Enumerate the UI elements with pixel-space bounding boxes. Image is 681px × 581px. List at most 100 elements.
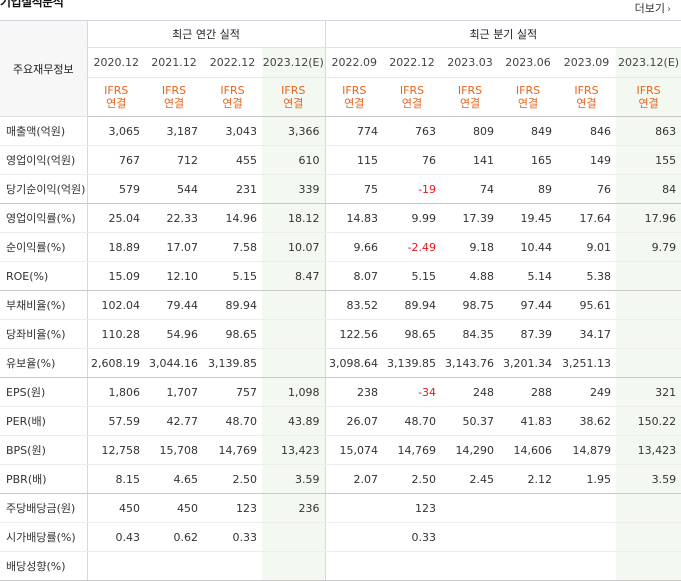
table-row: 당좌비율(%) 110.28 54.96 98.65 122.56 98.65 84.35 8… — [0, 319, 681, 349]
value-cell: 57.59 — [86, 406, 145, 436]
value-cell: 763 — [383, 116, 442, 146]
value-cell — [616, 261, 681, 291]
value-cell: 123 — [383, 493, 442, 523]
value-cell: 13,423 — [262, 435, 326, 465]
table-row: 유보율(%) 2,608.19 3,044.16 3,139.85 3,098.64 3,… — [0, 348, 681, 378]
value-cell: 339 — [262, 174, 326, 204]
ifrs-label: IFRS 연결 — [262, 77, 326, 117]
value-cell: 48.70 — [383, 406, 442, 436]
value-cell: 75 — [324, 174, 384, 204]
value-cell: 14,769 — [383, 435, 442, 465]
value-cell: 9.66 — [324, 232, 384, 262]
period-header: 2023.12(E) — [616, 47, 681, 78]
value-cell: 8.47 — [262, 261, 326, 291]
value-cell: 455 — [203, 145, 262, 175]
value-cell — [499, 493, 558, 523]
value-cell: 95.61 — [557, 290, 617, 320]
value-cell: 3.59 — [616, 464, 681, 494]
value-cell: 1,098 — [262, 377, 326, 407]
table-row: 부채비율(%) 102.04 79.44 89.94 83.52 89.94 98.75 97… — [0, 290, 681, 320]
value-cell: 3.59 — [262, 464, 326, 494]
table-row: PER(배) 57.59 42.77 48.70 43.89 26.07 48.70 50.3… — [0, 406, 681, 436]
financial-table: 주요재무정보 최근 연간 실적 최근 분기 실적 2020.12 2021.12 2… — [0, 20, 681, 581]
value-cell: 3,366 — [262, 116, 326, 146]
value-cell — [262, 522, 326, 552]
row-label: 순이익률(%) — [0, 232, 87, 262]
ifrs-text: IFRS — [515, 84, 541, 97]
value-cell: 14,606 — [499, 435, 558, 465]
value-cell: 98.65 — [383, 319, 442, 349]
row-label: 매출액(억원) — [0, 116, 87, 146]
table-row: PBR(배) 8.15 4.65 2.50 3.59 2.07 2.50 2.45 2.12 1.… — [0, 464, 681, 494]
value-cell: 17.96 — [616, 203, 681, 233]
period-header: 2023.12(E) — [262, 47, 326, 78]
ifrs-text: IFRS — [399, 84, 425, 97]
value-cell: 767 — [86, 145, 145, 175]
value-cell: 863 — [616, 116, 681, 146]
period-header: 2023.03 — [441, 47, 500, 78]
value-cell: 10.07 — [262, 232, 326, 262]
value-cell: 15,074 — [324, 435, 384, 465]
value-cell: 2.45 — [441, 464, 500, 494]
table-row: 매출액(억원) 3,065 3,187 3,043 3,366 774 763 809 849 8… — [0, 116, 681, 146]
table-row: 주당배당금(원) 450 450 123 236 123 — [0, 493, 681, 523]
more-link[interactable]: 더보기 › — [635, 0, 671, 16]
section-header: 기업실적분석 더보기 › — [0, 0, 681, 20]
value-cell: 3,143.76 — [441, 348, 500, 378]
value-cell: 231 — [203, 174, 262, 204]
row-label: 주당배당금(원) — [0, 493, 87, 523]
value-cell: 12,758 — [86, 435, 145, 465]
value-cell: 48.70 — [203, 406, 262, 436]
period-header: 2023.06 — [499, 47, 558, 78]
value-cell: 288 — [499, 377, 558, 407]
ifrs-text: IFRS — [104, 84, 129, 97]
row-label: 당좌비율(%) — [0, 319, 87, 349]
consolidated-text: 연결 — [459, 97, 481, 110]
value-cell: 8.07 — [324, 261, 384, 291]
value-cell: 17.64 — [557, 203, 617, 233]
value-cell: 3,187 — [145, 116, 203, 146]
more-label: 더보기 — [634, 2, 665, 15]
ifrs-label: IFRS 연결 — [557, 77, 617, 117]
value-cell: 14,290 — [441, 435, 500, 465]
value-cell: 84 — [616, 174, 681, 204]
value-cell: 19.45 — [499, 203, 558, 233]
value-cell — [616, 522, 681, 552]
table-row: ROE(%) 15.09 12.10 5.15 8.47 8.07 5.15 4.88 5.14… — [0, 261, 681, 291]
value-cell: 3,201.34 — [499, 348, 558, 378]
value-cell: 2.12 — [499, 464, 558, 494]
value-cell: 14,769 — [203, 435, 262, 465]
value-cell: 87.39 — [499, 319, 558, 349]
value-cell: 450 — [86, 493, 145, 523]
ifrs-label: IFRS 연결 — [86, 77, 145, 117]
consolidated-text: 연결 — [222, 97, 243, 110]
value-cell — [324, 522, 384, 552]
value-cell: 846 — [557, 116, 617, 146]
value-cell: 76 — [383, 145, 442, 175]
value-cell: 149 — [557, 145, 617, 175]
value-cell: 1,707 — [145, 377, 203, 407]
value-cell: 54.96 — [145, 319, 203, 349]
ifrs-label: IFRS 연결 — [145, 77, 203, 117]
row-label: EPS(원) — [0, 377, 87, 407]
value-cell: 757 — [203, 377, 262, 407]
row-label: ROE(%) — [0, 261, 87, 291]
table-row: 순이익률(%) 18.89 17.07 7.58 10.07 9.66 -2.49 9.18 1… — [0, 232, 681, 262]
value-cell: 41.83 — [499, 406, 558, 436]
value-cell: 38.62 — [557, 406, 617, 436]
consolidated-text: 연결 — [576, 97, 597, 110]
ifrs-label: IFRS 연결 — [441, 77, 500, 117]
value-cell: 579 — [86, 174, 145, 204]
value-cell: 544 — [145, 174, 203, 204]
value-cell: 2.50 — [383, 464, 442, 494]
value-cell: 1.95 — [557, 464, 617, 494]
ifrs-text: IFRS — [457, 84, 483, 97]
value-cell: 79.44 — [145, 290, 203, 320]
value-cell: 18.89 — [86, 232, 145, 262]
value-cell: 22.33 — [145, 203, 203, 233]
value-cell: 3,043 — [203, 116, 262, 146]
value-cell: 9.79 — [616, 232, 681, 262]
table-row: 시가배당률(%) 0.43 0.62 0.33 0.33 — [0, 522, 681, 552]
value-cell: 5.15 — [203, 261, 262, 291]
value-cell: 0.43 — [86, 522, 145, 552]
